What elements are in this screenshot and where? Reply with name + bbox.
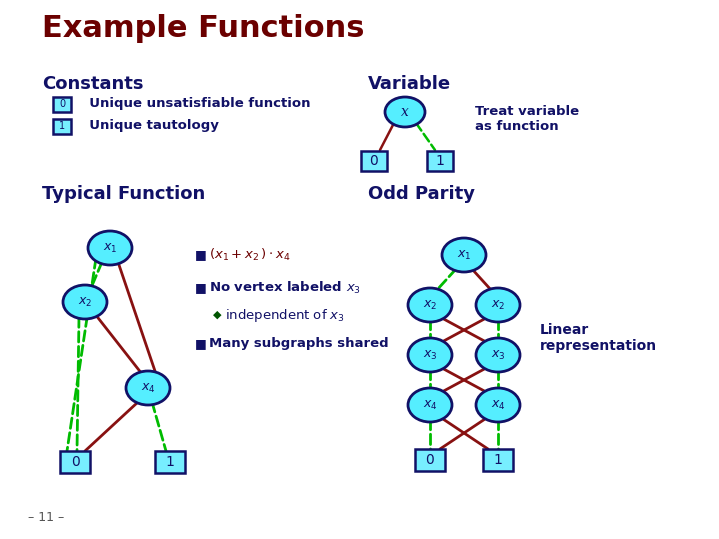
Ellipse shape xyxy=(88,231,132,265)
Text: 1: 1 xyxy=(59,121,65,131)
Text: ■: ■ xyxy=(195,281,207,294)
FancyBboxPatch shape xyxy=(60,451,90,473)
Text: Unique unsatisfiable function: Unique unsatisfiable function xyxy=(80,98,311,110)
Ellipse shape xyxy=(476,288,520,322)
Text: $x_2$: $x_2$ xyxy=(423,299,437,312)
Text: $x_4$: $x_4$ xyxy=(490,398,505,412)
Text: $x_3$: $x_3$ xyxy=(490,348,505,362)
FancyBboxPatch shape xyxy=(415,449,445,471)
Text: Variable: Variable xyxy=(368,75,451,93)
Text: Linear
representation: Linear representation xyxy=(540,323,657,353)
Text: 0: 0 xyxy=(70,455,79,469)
Text: $(x_1 + x_2\,) \cdot x_4$: $(x_1 + x_2\,) \cdot x_4$ xyxy=(209,247,290,263)
FancyBboxPatch shape xyxy=(427,151,453,171)
FancyBboxPatch shape xyxy=(483,449,513,471)
Text: $x_1$: $x_1$ xyxy=(457,248,471,261)
Ellipse shape xyxy=(408,288,452,322)
Text: ◆: ◆ xyxy=(213,310,221,320)
Text: $x_2$: $x_2$ xyxy=(78,295,92,308)
Text: $x_3$: $x_3$ xyxy=(423,348,437,362)
Text: 0: 0 xyxy=(370,154,378,168)
Text: ■: ■ xyxy=(195,248,207,261)
Text: 0: 0 xyxy=(426,453,434,467)
Text: $x_4$: $x_4$ xyxy=(423,398,437,412)
Ellipse shape xyxy=(126,371,170,405)
FancyBboxPatch shape xyxy=(53,96,71,112)
FancyBboxPatch shape xyxy=(53,119,71,134)
Ellipse shape xyxy=(476,338,520,372)
Text: x: x xyxy=(401,105,409,119)
FancyBboxPatch shape xyxy=(155,451,185,473)
Text: 1: 1 xyxy=(165,455,175,469)
Ellipse shape xyxy=(442,238,486,272)
Ellipse shape xyxy=(408,338,452,372)
FancyBboxPatch shape xyxy=(361,151,387,171)
Ellipse shape xyxy=(63,285,107,319)
Text: Treat variable
as function: Treat variable as function xyxy=(475,105,579,133)
Ellipse shape xyxy=(408,388,452,422)
Text: 0: 0 xyxy=(59,99,65,109)
Text: 1: 1 xyxy=(436,154,444,168)
Text: No vertex labeled $x_3$: No vertex labeled $x_3$ xyxy=(209,280,361,296)
Text: 1: 1 xyxy=(493,453,503,467)
Text: – 11 –: – 11 – xyxy=(28,511,64,524)
Text: Constants: Constants xyxy=(42,75,144,93)
Ellipse shape xyxy=(476,388,520,422)
Text: $x_4$: $x_4$ xyxy=(141,382,155,395)
Text: Many subgraphs shared: Many subgraphs shared xyxy=(209,337,389,350)
Text: Example Functions: Example Functions xyxy=(42,14,365,43)
Ellipse shape xyxy=(385,97,425,127)
Text: $x_1$: $x_1$ xyxy=(103,241,117,254)
Text: $x_2$: $x_2$ xyxy=(491,299,505,312)
Text: Odd Parity: Odd Parity xyxy=(368,185,475,203)
Text: ■: ■ xyxy=(195,337,207,350)
Text: Typical Function: Typical Function xyxy=(42,185,205,203)
Text: Unique tautology: Unique tautology xyxy=(80,120,219,133)
Text: independent of $x_3$: independent of $x_3$ xyxy=(225,307,345,323)
